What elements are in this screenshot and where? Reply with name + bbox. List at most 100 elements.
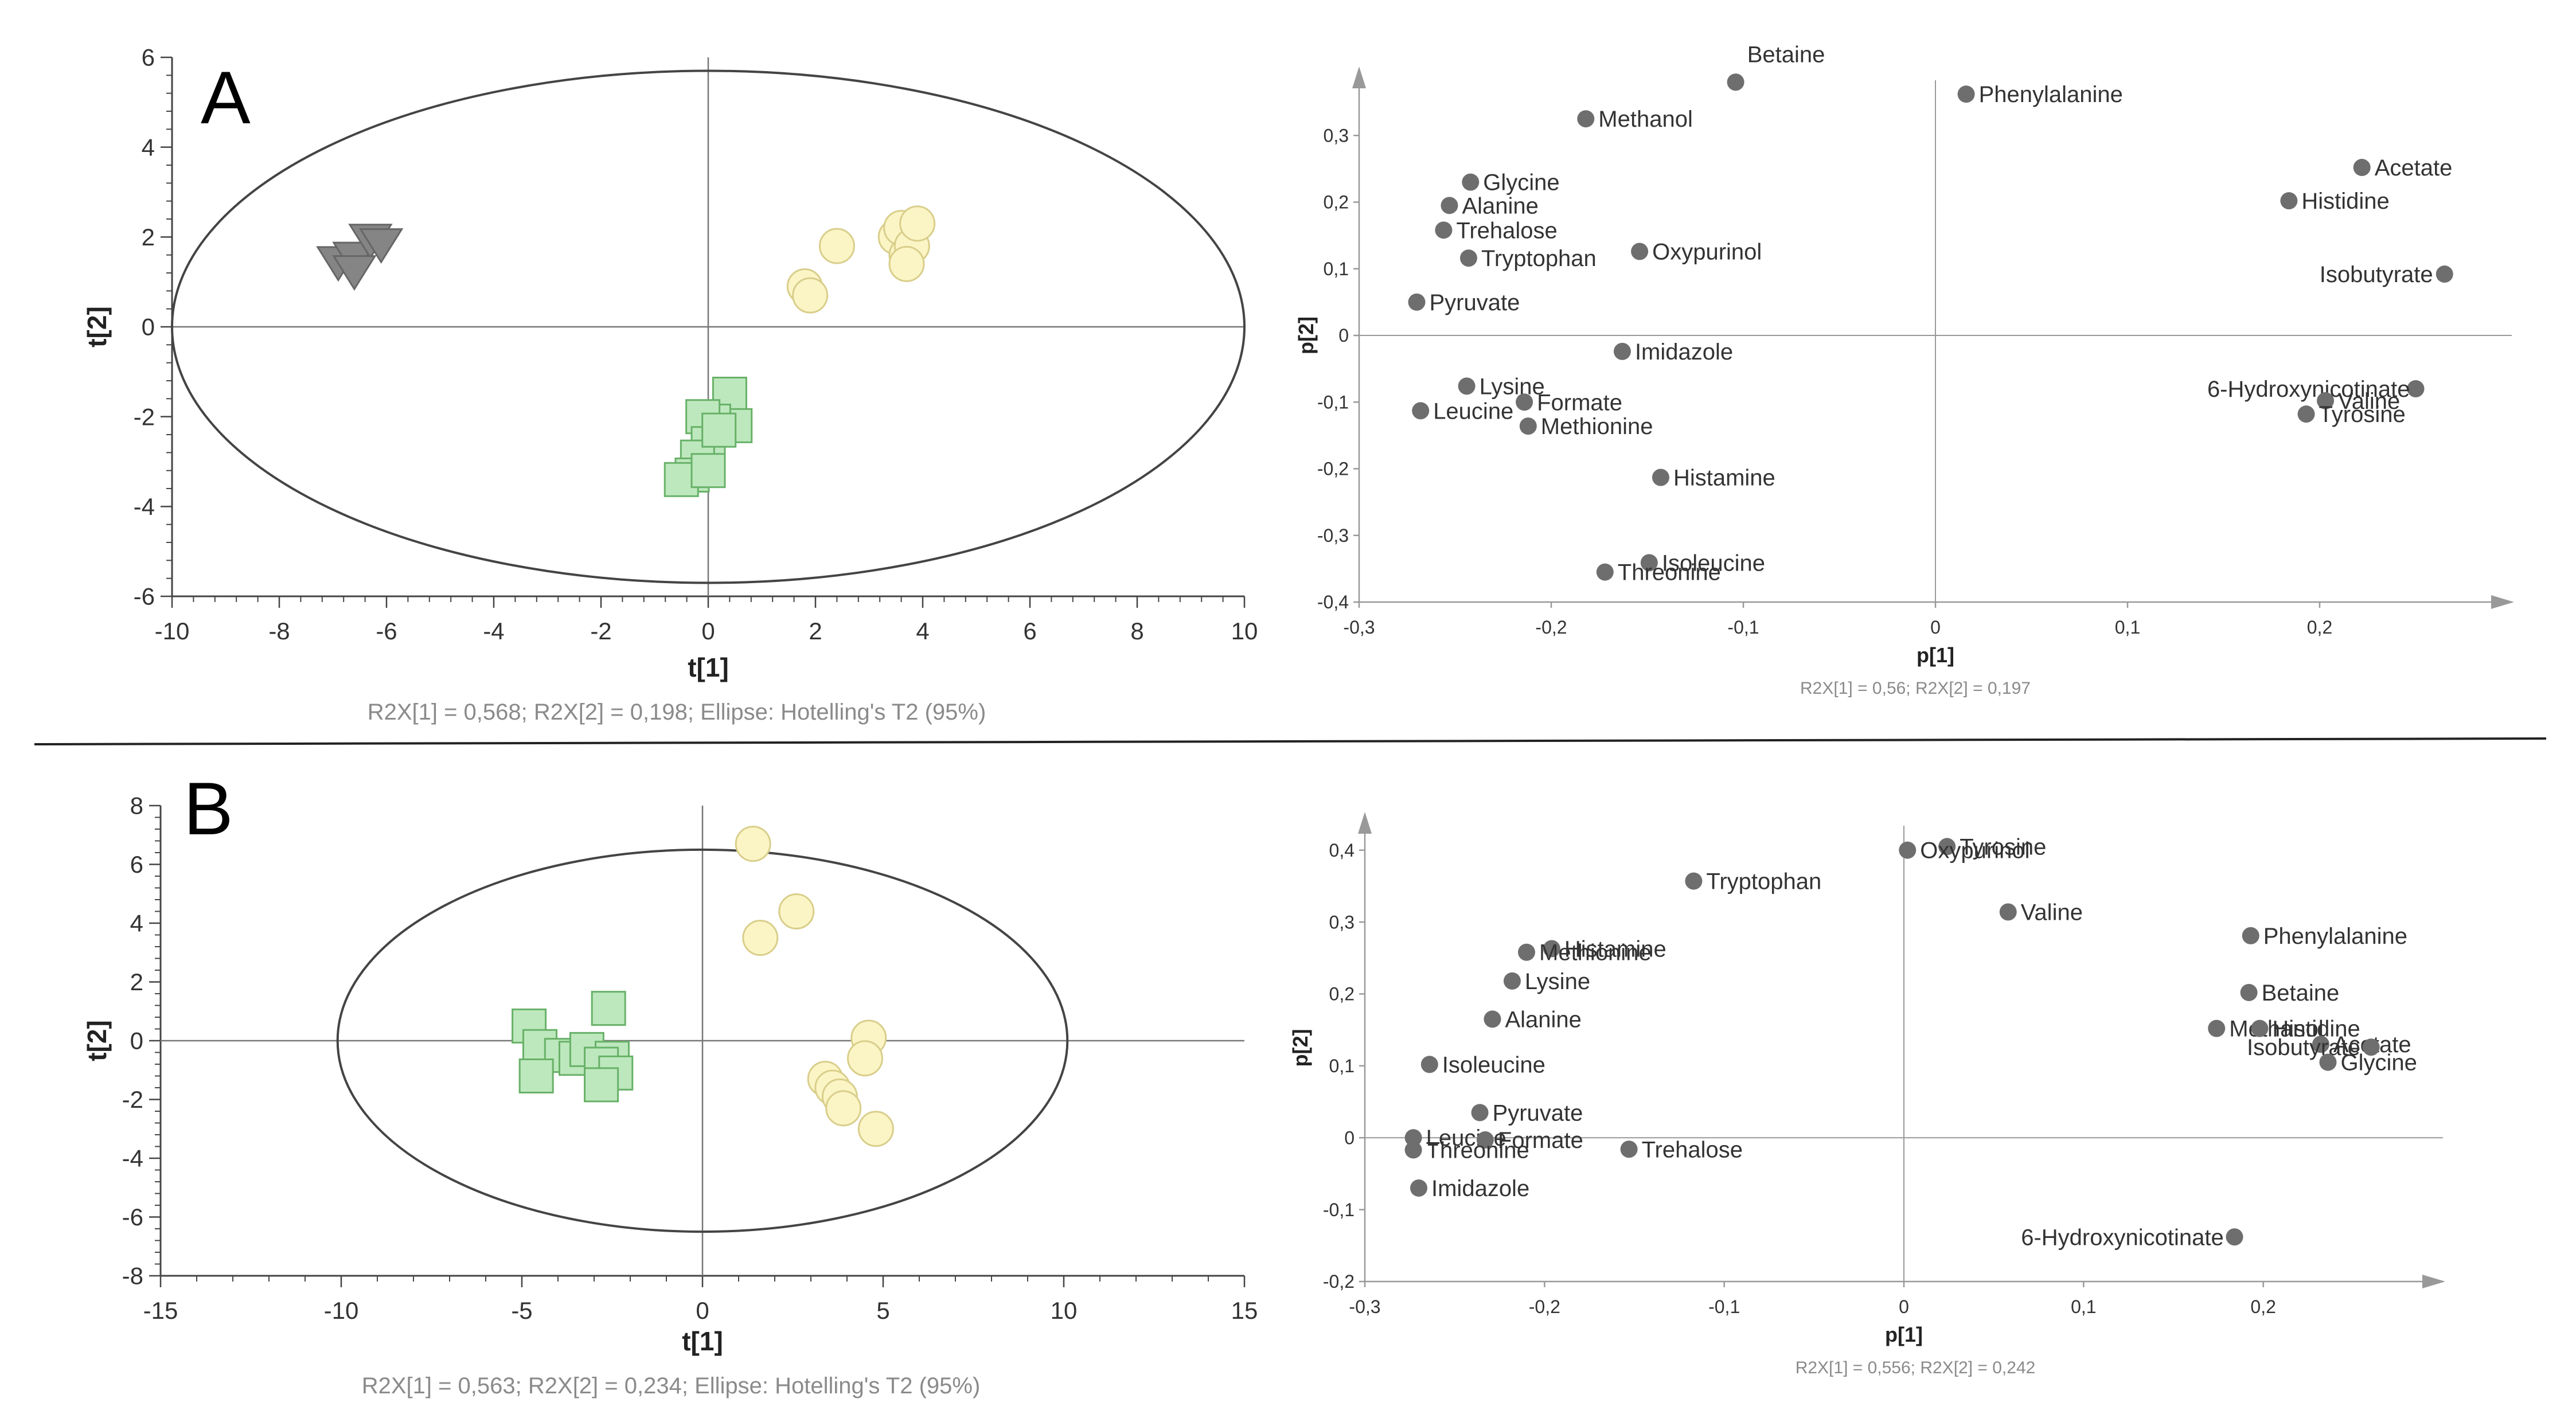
y-axis-arrow: [1352, 67, 1366, 88]
y-tick-label: 0: [1344, 1127, 1355, 1148]
hotelling-ellipse: [171, 69, 1246, 584]
square-marker: [690, 453, 726, 489]
y-tick-label: 0,2: [1329, 984, 1355, 1005]
x-tick-label: -4: [483, 618, 504, 644]
plot-B-scores: -15 -10 -5 0 5 10 15 -8 -6 -4 -2 0 2 4 6 8 t[1] t[2] R2X[1…: [82, 792, 1258, 1398]
x-tick-label: -0,1: [1727, 617, 1759, 638]
x-axis-arrow: [2422, 1275, 2445, 1288]
y-axis-label: t[2]: [82, 1020, 112, 1061]
x-tick-label: 0,1: [2115, 617, 2140, 638]
loading-point: [1458, 377, 1476, 395]
loading-point-label: Lysine: [1525, 969, 1590, 994]
y-tick-label: 0,1: [1324, 259, 1349, 279]
y-tick-label: 6: [130, 851, 143, 878]
triangle-marker: [332, 255, 377, 291]
square-marker: [518, 1058, 554, 1093]
y-tick-label: -0,2: [1317, 459, 1349, 479]
loading-point-label: Isobutyrate: [2247, 1035, 2360, 1060]
y-tick-label: -2: [122, 1086, 143, 1113]
y-tick-label: 0,3: [1324, 125, 1349, 146]
x-tick-label: 6: [1023, 618, 1036, 644]
x-tick-label: -0,2: [1535, 617, 1567, 638]
loading-point-label: Valine: [2021, 900, 2083, 925]
loading-point: [1518, 943, 1535, 961]
y-tick-label: 2: [142, 224, 155, 251]
y-axis-label: t[2]: [82, 306, 112, 347]
loading-point-label: Methanol: [2229, 1017, 2324, 1042]
circle-marker: [847, 1040, 883, 1077]
loading-point-label: Imidazole: [1635, 339, 1733, 365]
loading-point-label: Trehalose: [1642, 1137, 1743, 1162]
y-tick-label: -4: [122, 1145, 143, 1172]
loading-point-label: Tyrosine: [1960, 834, 2046, 860]
x-tick-label: 10: [1051, 1297, 1078, 1324]
loading-point-label: Trehalose: [1456, 218, 1557, 243]
loading-point: [1476, 1131, 1494, 1148]
y-tick-label: 2: [130, 968, 143, 995]
y-axis-arrow: [1358, 812, 1372, 834]
x-tick-label: 2: [809, 618, 822, 644]
x-tick-label: 0,2: [2307, 617, 2332, 638]
y-tick-label: -2: [134, 403, 155, 430]
x-tick-label: 0: [1930, 617, 1941, 638]
y-tick-label: -4: [134, 493, 155, 520]
panel-letter-b: B: [184, 767, 233, 850]
loading-point-label: Leucine: [1433, 399, 1513, 424]
loading-point: [1516, 393, 1533, 411]
loading-point-label: Valine: [2338, 389, 2400, 414]
y-tick-label: 0: [1338, 325, 1349, 346]
loading-point: [2319, 1053, 2337, 1071]
loading-point: [2297, 405, 2315, 423]
loading-point-label: Histamine: [1564, 936, 1666, 962]
loading-point: [1596, 563, 1614, 581]
x-axis-label: p[1]: [1917, 643, 1954, 667]
y-tick-label: 0,4: [1329, 840, 1355, 861]
x-tick-label: -5: [511, 1297, 532, 1324]
loading-point-label: Oxypurinol: [1652, 240, 1762, 265]
loading-point: [1652, 468, 1669, 486]
panel-letter-a: A: [201, 56, 251, 139]
y-tick-label: -6: [122, 1204, 143, 1230]
loading-point: [2436, 265, 2453, 283]
loading-point: [2240, 983, 2258, 1001]
x-tick-label: -0,1: [1708, 1296, 1740, 1317]
loading-point: [1420, 1056, 1438, 1073]
loading-point: [2226, 1228, 2243, 1246]
circle-marker: [818, 228, 855, 264]
plot-layer: -10 -8 -6 -4 -2 0 2 4 6 8 10 -6 -4 -2 0 2 4 6 t[1] t[2] R2X[…: [82, 42, 2514, 1398]
loading-point: [1938, 838, 1956, 855]
square-marker: [701, 412, 737, 448]
loading-point-label: Imidazole: [1431, 1176, 1529, 1201]
loading-point: [1462, 173, 1480, 191]
loading-point-label: Threonine: [1618, 560, 1721, 585]
x-tick-label: -8: [268, 618, 290, 644]
loading-point: [1459, 249, 1477, 267]
loading-point-label: Phenylalanine: [1979, 82, 2123, 107]
circle-marker: [825, 1090, 862, 1127]
loading-point-label: Lysine: [1480, 374, 1545, 399]
loading-point: [1620, 1140, 1638, 1158]
y-tick-label: -0,4: [1317, 592, 1349, 612]
plot-caption: R2X[1] = 0,568; R2X[2] = 0,198; Ellipse:…: [368, 700, 986, 725]
loading-point-label: 6-Hydroxynicotinate: [2021, 1225, 2224, 1250]
x-tick-label: 0,1: [2071, 1296, 2096, 1317]
y-tick-label: -0,3: [1317, 525, 1349, 546]
y-tick-label: -6: [134, 583, 155, 610]
triangle-marker: [358, 228, 404, 264]
loading-point-label: Acetate: [2375, 155, 2453, 181]
loading-point: [1404, 1141, 1422, 1159]
y-axis-label: p[2]: [1294, 317, 1318, 354]
loading-point-label: Tryptophan: [1706, 869, 1821, 894]
loading-point: [1577, 110, 1595, 128]
loading-point: [1957, 85, 1975, 103]
loading-point: [1484, 1010, 1501, 1028]
loading-point: [2317, 392, 2335, 409]
x-tick-label: 10: [1231, 618, 1258, 644]
x-axis-arrow: [2491, 595, 2514, 609]
plot-A-loadings: -0,3 -0,2 -0,1 0 0,1 0,2 -0,4 -0,3 -0,2 -0,1 0 0,1 0…: [1294, 42, 2514, 698]
loading-point: [1543, 940, 1560, 958]
loading-point: [1441, 197, 1458, 214]
loading-point-label: Histidine: [2301, 189, 2389, 214]
loading-point: [1412, 402, 1430, 420]
